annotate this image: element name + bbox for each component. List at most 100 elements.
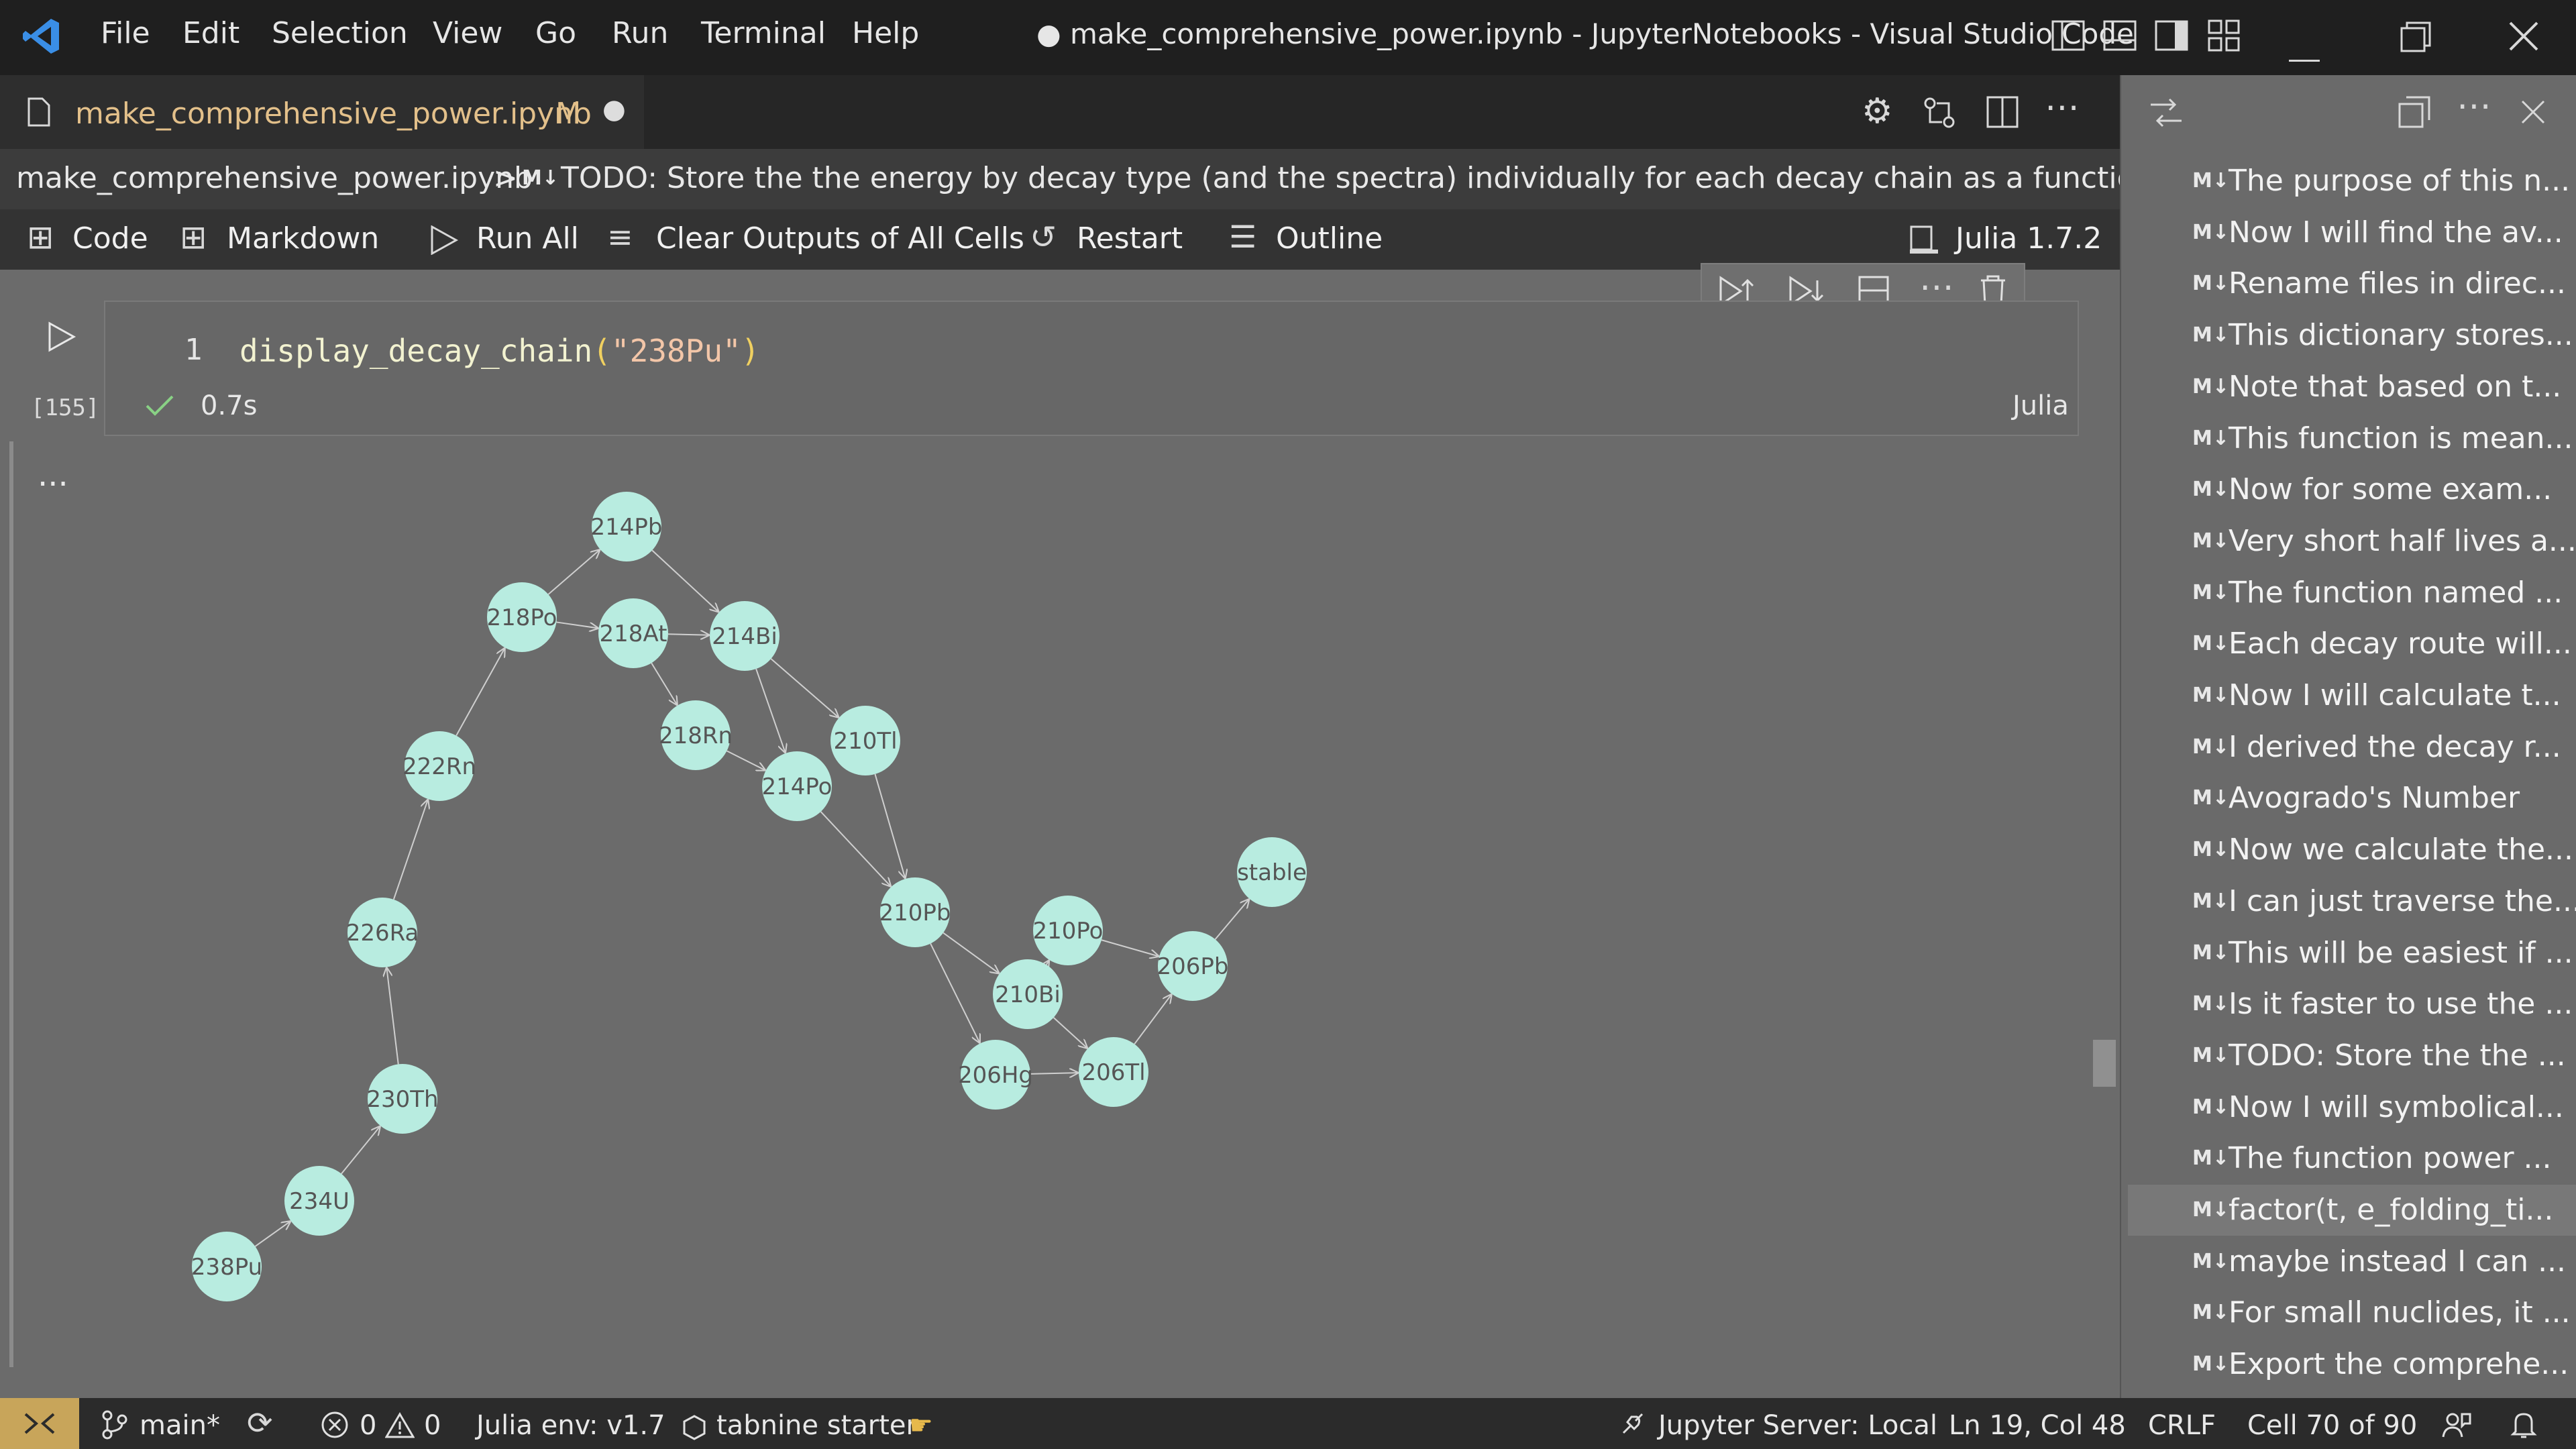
close-window-icon[interactable] <box>2509 21 2538 57</box>
outline-item[interactable]: M↓ This function is mean... <box>2128 413 2576 464</box>
output-more-button[interactable]: ... <box>38 456 68 494</box>
add-markdown-button[interactable]: Markdown <box>227 221 380 256</box>
customize-layout-icon[interactable] <box>2207 19 2241 58</box>
breadcrumb-file[interactable]: make_comprehensive_power.ipynb <box>16 161 533 195</box>
toggle-sidebar-icon[interactable] <box>2051 20 2085 57</box>
graph-edge <box>1101 939 1159 957</box>
restart-button[interactable]: Restart <box>1077 221 1183 256</box>
outline-item[interactable]: M↓ Note that based on t... <box>2128 362 2576 413</box>
outline-item-label: Avogrado's Number <box>2229 781 2520 815</box>
outline-item[interactable]: M↓ Export the comprehe... <box>2128 1339 2576 1390</box>
line-endings[interactable]: CRLF <box>2148 1410 2216 1441</box>
notifications-bell-icon[interactable] <box>2510 1410 2537 1446</box>
cell-position[interactable]: Cell 70 of 90 <box>2247 1410 2418 1441</box>
clear-outputs-button[interactable]: Clear Outputs of All Cells <box>656 221 1024 256</box>
graph-node-circle <box>993 959 1063 1029</box>
source-control-compare-icon[interactable] <box>1922 95 1957 136</box>
graph-node-label: 218Po <box>487 604 557 631</box>
graph-node-circle <box>830 706 900 775</box>
outline-item-label: TODO: Store the the ... <box>2229 1038 2566 1073</box>
tabnine-status[interactable]: tabnine starter <box>716 1410 917 1441</box>
outline-item[interactable]: M↓ Now we calculate the... <box>2128 824 2576 875</box>
outline-item[interactable]: M↓ This dictionary stores... <box>2128 310 2576 361</box>
git-branch[interactable]: main* <box>140 1410 220 1441</box>
remote-indicator[interactable] <box>0 1398 79 1449</box>
markdown-icon: M↓ <box>2192 632 2229 655</box>
error-count[interactable]: 0 <box>360 1410 377 1441</box>
breadcrumb-section[interactable]: TODO: Store the the energy by decay type… <box>561 161 2277 195</box>
code-cell[interactable]: 1 display_decay_chain("238Pu") 0.7s Juli… <box>104 301 2079 436</box>
close-outline-icon[interactable] <box>2520 97 2546 131</box>
menu-selection[interactable]: Selection <box>272 16 408 50</box>
outline-item[interactable]: M↓ factor(t, e_folding_ti... <box>2128 1185 2576 1236</box>
outline-item[interactable]: M↓ Now I will calculate t... <box>2128 670 2576 721</box>
outline-item[interactable]: M↓ This will be easiest if ... <box>2128 928 2576 979</box>
warning-count[interactable]: 0 <box>424 1410 441 1441</box>
menu-help[interactable]: Help <box>852 16 920 50</box>
outline-item[interactable]: M↓ I can just traverse the... <box>2128 876 2576 927</box>
jupyter-server[interactable]: Jupyter Server: Local <box>1658 1410 1937 1441</box>
menu-view[interactable]: View <box>433 16 503 50</box>
tab-dirty-indicator[interactable]: ● <box>602 94 626 125</box>
graph-node-label: 214Pb <box>591 514 663 541</box>
menu-edit[interactable]: Edit <box>182 16 240 50</box>
window-title: ● make_comprehensive_power.ipynb - Jupyt… <box>1036 17 2134 50</box>
feedback-icon[interactable] <box>2442 1410 2471 1446</box>
editor-scrollbar-thumb[interactable] <box>2093 1040 2116 1087</box>
code-line[interactable]: display_decay_chain("238Pu") <box>239 333 759 369</box>
run-cell-icon[interactable] <box>47 321 76 359</box>
outline-more-icon[interactable]: ⋯ <box>2457 86 2491 126</box>
outline-button[interactable]: Outline <box>1276 221 1383 256</box>
output-collapse-bar[interactable] <box>9 441 13 1367</box>
settings-gear-icon[interactable]: ⚙ <box>1862 91 1893 131</box>
outline-item[interactable]: M↓ Very short half lives a... <box>2128 516 2576 567</box>
cursor-position[interactable]: Ln 19, Col 48 <box>1949 1410 2126 1441</box>
outline-item[interactable]: M↓ TODO: Store the the ... <box>2128 1030 2576 1081</box>
graph-node: stable <box>1237 837 1307 907</box>
graph-node: 234U <box>284 1166 354 1236</box>
more-actions-icon[interactable]: ⋯ <box>2045 87 2080 127</box>
kernel-picker[interactable]: Julia 1.7.2 <box>1955 221 2102 256</box>
cell-more-icon[interactable]: ⋯ <box>1919 267 1954 307</box>
menu-go[interactable]: Go <box>535 16 577 50</box>
outline-item[interactable]: M↓ Now for some exam... <box>2128 464 2576 515</box>
graph-node-label: 214Bi <box>712 623 777 650</box>
outline-item[interactable]: M↓ Is it faster to use the ... <box>2128 979 2576 1030</box>
restore-icon[interactable] <box>2400 21 2431 58</box>
execute-above-icon[interactable] <box>1718 274 1756 313</box>
outline-item[interactable]: M↓ maybe instead I can ... <box>2128 1236 2576 1287</box>
menu-file[interactable]: File <box>101 16 150 50</box>
outline-item[interactable]: M↓ The function power ... <box>2128 1133 2576 1184</box>
outline-item[interactable]: M↓ I derived the decay r... <box>2128 722 2576 773</box>
minimize-icon[interactable] <box>2289 35 2320 70</box>
toggle-secondary-sidebar-icon[interactable] <box>2155 20 2188 57</box>
outline-item[interactable]: M↓ Now I will symbolical... <box>2128 1082 2576 1133</box>
menu-terminal[interactable]: Terminal <box>701 16 826 50</box>
outline-item[interactable]: M↓ The function named ... <box>2128 568 2576 619</box>
run-all-button[interactable]: Run All <box>476 221 579 256</box>
graph-edge <box>547 549 600 595</box>
add-code-button[interactable]: Code <box>72 221 148 256</box>
cell-language[interactable]: Julia <box>2012 390 2069 421</box>
outline-follow-cursor-icon[interactable] <box>2148 95 2184 136</box>
graph-node-label: 214Po <box>762 773 833 800</box>
collapse-all-icon[interactable] <box>2398 95 2431 135</box>
julia-env[interactable]: Julia env: v1.7 <box>476 1410 665 1441</box>
code-paren-open: ( <box>592 333 611 369</box>
editor-tab[interactable]: make_comprehensive_power.ipynb M ● <box>0 75 644 149</box>
outline-item[interactable]: M↓ Each decay route will... <box>2128 619 2576 669</box>
sync-icon[interactable]: ⟳ <box>247 1405 273 1441</box>
outline-item[interactable]: M↓ The purpose of this n... <box>2128 156 2576 207</box>
menu-run[interactable]: Run <box>612 16 669 50</box>
outline-item-label: The purpose of this n... <box>2229 164 2571 198</box>
markdown-icon: M↓ <box>2192 1301 2229 1324</box>
outline-item[interactable]: M↓ For small nuclides, it ... <box>2128 1287 2576 1338</box>
outline-item[interactable]: M↓ Avogrado's Number <box>2128 773 2576 824</box>
toggle-panel-icon[interactable] <box>2103 20 2137 57</box>
notebook-editor <box>0 270 2120 1398</box>
outline-item[interactable]: M↓ Rename files in direc... <box>2128 258 2576 309</box>
title-bar: File Edit Selection View Go Run Terminal… <box>0 0 2576 75</box>
outline-item[interactable]: M↓ Now I will find the av... <box>2128 207 2576 258</box>
split-editor-icon[interactable] <box>1986 95 2019 135</box>
markdown-icon: M↓ <box>2192 890 2229 913</box>
